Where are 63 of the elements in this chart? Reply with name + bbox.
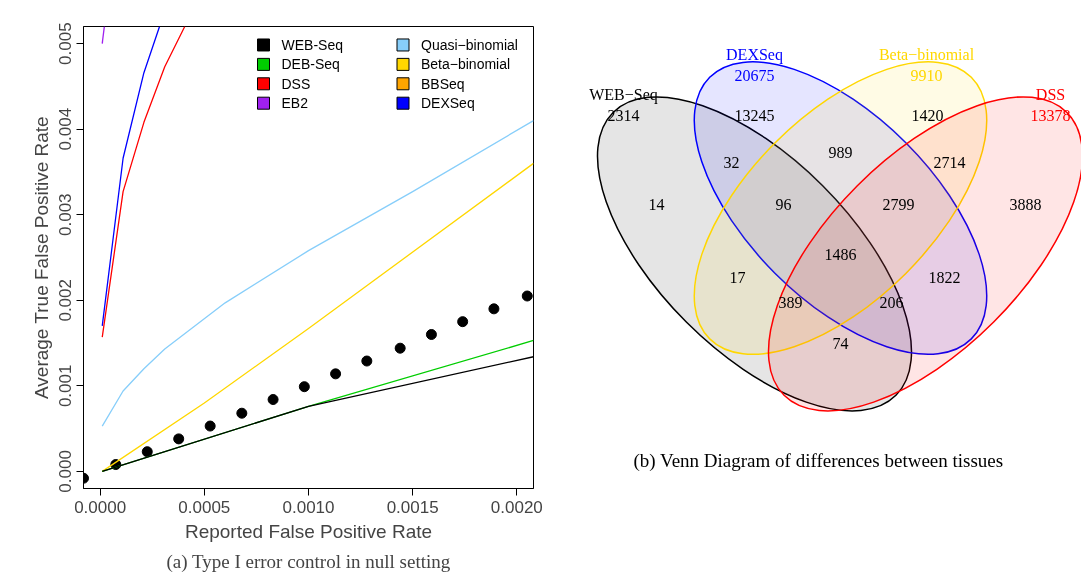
text: 17 xyxy=(729,269,746,287)
y-tick-label: 0.005 xyxy=(56,22,76,65)
line-series xyxy=(101,119,534,427)
text: 74 xyxy=(832,334,849,352)
text: 206 xyxy=(879,294,904,312)
x-tick-label: 0.0010 xyxy=(282,497,335,517)
data-label: 20675 xyxy=(734,67,775,85)
x-tick-label: 0.0000 xyxy=(74,497,127,517)
y-tick-label: 0.001 xyxy=(56,364,76,408)
point xyxy=(204,420,216,432)
text: 13245 xyxy=(734,107,775,125)
line-series xyxy=(101,26,161,327)
data-label: 13378 xyxy=(1030,107,1071,125)
point xyxy=(173,433,185,445)
point xyxy=(488,303,500,315)
point xyxy=(330,368,342,380)
y-tick-label: 0.003 xyxy=(56,193,76,236)
point xyxy=(236,407,248,419)
text: (a) Type I error control in null setting xyxy=(166,550,451,573)
data-label: 2314 xyxy=(607,107,640,125)
point xyxy=(361,355,373,367)
point xyxy=(425,329,437,340)
legend-label: Quasi−binomial xyxy=(421,36,518,53)
text: 1420 xyxy=(911,107,944,125)
category-label: DEXSeq xyxy=(726,46,783,65)
text: 989 xyxy=(828,144,853,162)
category-label: WEB−Seq xyxy=(589,86,658,105)
point xyxy=(457,316,469,328)
data-label: 9910 xyxy=(910,67,943,85)
text: 96 xyxy=(775,195,792,213)
category-label: Beta−binomial xyxy=(878,46,975,64)
text: 2799 xyxy=(882,195,915,213)
text: 14 xyxy=(648,195,665,213)
y-axis-title: Average True False Positive Rate xyxy=(30,116,52,400)
legend-label: DSS xyxy=(281,75,311,92)
legend-label: DEB-Seq xyxy=(281,56,340,73)
point xyxy=(298,381,310,393)
x-tick-label: 0.0005 xyxy=(178,497,231,517)
point xyxy=(394,342,406,354)
legend-label: EB2 xyxy=(281,95,309,112)
point xyxy=(141,446,153,458)
x-tick-label: 0.0020 xyxy=(490,497,543,517)
text: 3888 xyxy=(1009,195,1042,213)
y-tick-label: 0.002 xyxy=(56,279,76,322)
legend-label: Beta−binomial xyxy=(421,56,511,73)
point xyxy=(267,394,279,406)
legend-label: DEXSeq xyxy=(421,95,475,112)
line-series xyxy=(101,26,186,338)
text: 1822 xyxy=(928,269,961,287)
x-axis-title: Reported False Positive Rate xyxy=(184,520,433,542)
y-tick-label: 0.000 xyxy=(56,450,76,493)
text: 389 xyxy=(778,294,803,312)
category-label: DSS xyxy=(1035,86,1066,104)
text: 2714 xyxy=(933,153,966,171)
y-tick-label: 0.004 xyxy=(56,107,76,151)
text: 32 xyxy=(723,153,740,171)
line-series xyxy=(101,162,534,473)
point xyxy=(521,290,533,302)
legend-label: BBSeq xyxy=(421,75,465,92)
text: 1486 xyxy=(824,246,857,264)
text: (b) Venn Diagram of differences between tissues xyxy=(633,449,1004,472)
legend-label: WEB-Seq xyxy=(281,36,343,53)
x-tick-label: 0.0015 xyxy=(386,497,439,517)
